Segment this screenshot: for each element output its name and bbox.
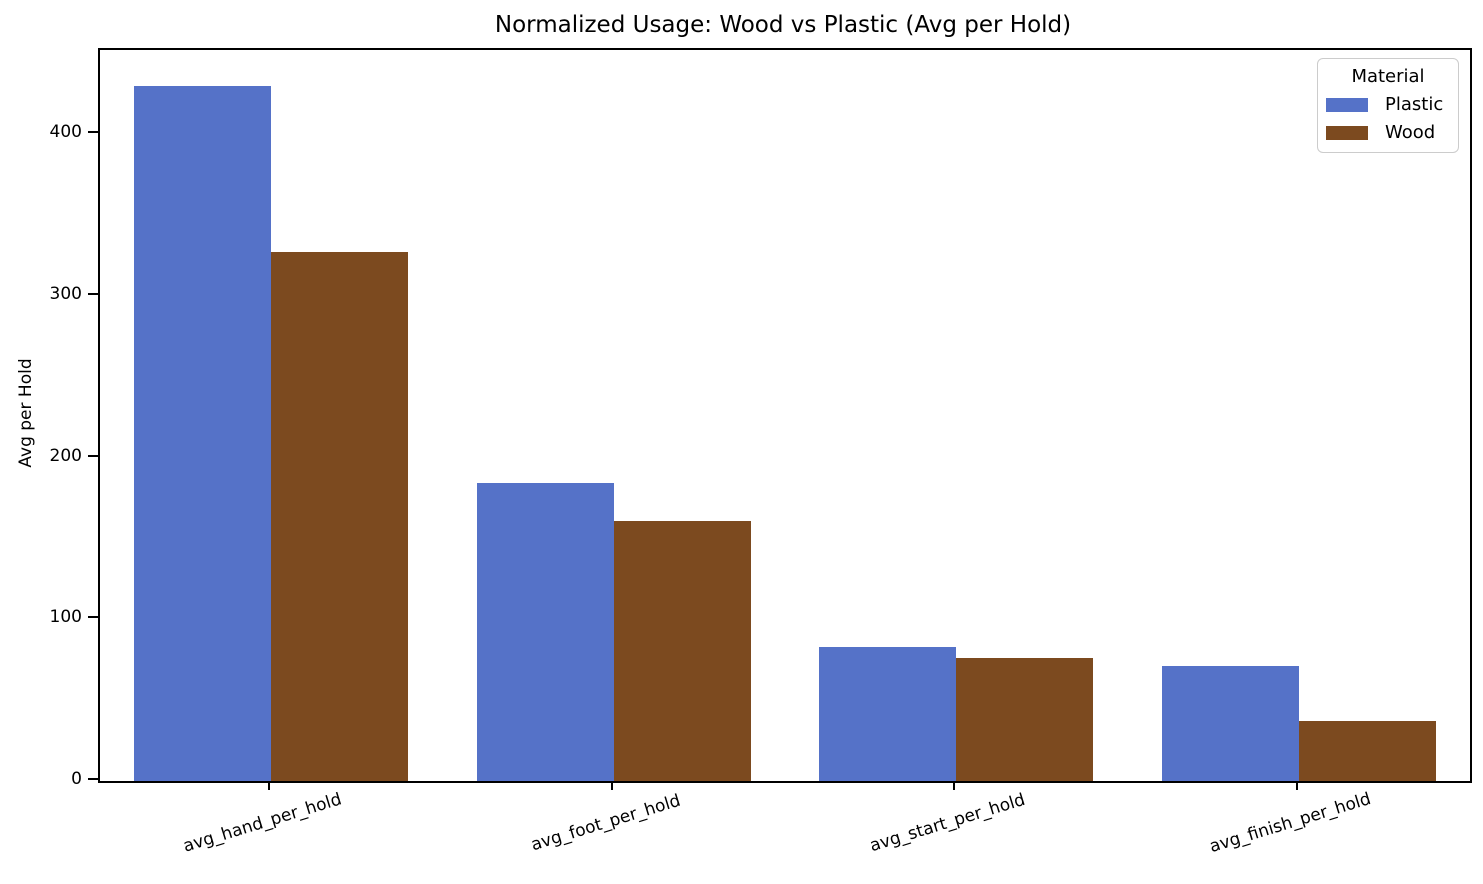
y-tick-label-0: 0: [71, 769, 82, 789]
x-tick-mark-avg_foot_per_hold: [610, 781, 613, 790]
bar-plastic-avg_finish_per_hold: [1161, 666, 1299, 781]
legend-label-wood: Wood: [1385, 122, 1436, 143]
x-tick-label-avg_foot_per_hold: avg_foot_per_hold: [528, 790, 683, 856]
legend-title: Material: [1351, 66, 1425, 87]
bar-plastic-avg_foot_per_hold: [476, 483, 614, 781]
legend-swatch-plastic: [1326, 97, 1368, 112]
y-tick-mark-100: [88, 616, 98, 619]
chart-title: Normalized Usage: Wood vs Plastic (Avg p…: [494, 12, 1072, 38]
x-tick-label-avg_start_per_hold: avg_start_per_hold: [867, 789, 1028, 857]
legend-entries: Plastic Wood: [1326, 94, 1450, 143]
x-tick-label-avg_hand_per_hold: avg_hand_per_hold: [181, 789, 345, 857]
legend-swatch-wood: [1326, 125, 1368, 140]
legend-entry-plastic: Plastic: [1326, 94, 1450, 115]
y-tick-label-300: 300: [49, 283, 82, 304]
y-tick-mark-0: [88, 778, 98, 780]
legend-entry-wood: Wood: [1326, 122, 1450, 143]
legend: Material Plastic Wood: [1317, 58, 1459, 153]
x-tick-label-avg_finish_per_hold: avg_finish_per_hold: [1207, 788, 1374, 858]
y-tick-mark-200: [88, 454, 98, 457]
plot-area: [98, 48, 1472, 783]
x-tick-mark-avg_finish_per_hold: [1295, 781, 1298, 790]
bar-wood-avg_start_per_hold: [956, 658, 1094, 781]
x-tick-mark-avg_hand_per_hold: [268, 781, 271, 790]
bar-plastic-avg_hand_per_hold: [134, 85, 272, 781]
x-tick-mark-avg_start_per_hold: [953, 781, 956, 790]
bar-wood-avg_hand_per_hold: [271, 252, 409, 781]
legend-label-plastic: Plastic: [1385, 94, 1444, 115]
bar-wood-avg_finish_per_hold: [1298, 721, 1436, 781]
y-tick-mark-300: [88, 292, 98, 295]
bar-wood-avg_foot_per_hold: [613, 520, 751, 781]
y-tick-mark-400: [88, 131, 98, 134]
y-tick-label-200: 200: [49, 445, 82, 466]
y-tick-label-400: 400: [49, 122, 82, 143]
bar-plastic-avg_start_per_hold: [819, 646, 957, 781]
y-tick-label-100: 100: [49, 607, 82, 628]
